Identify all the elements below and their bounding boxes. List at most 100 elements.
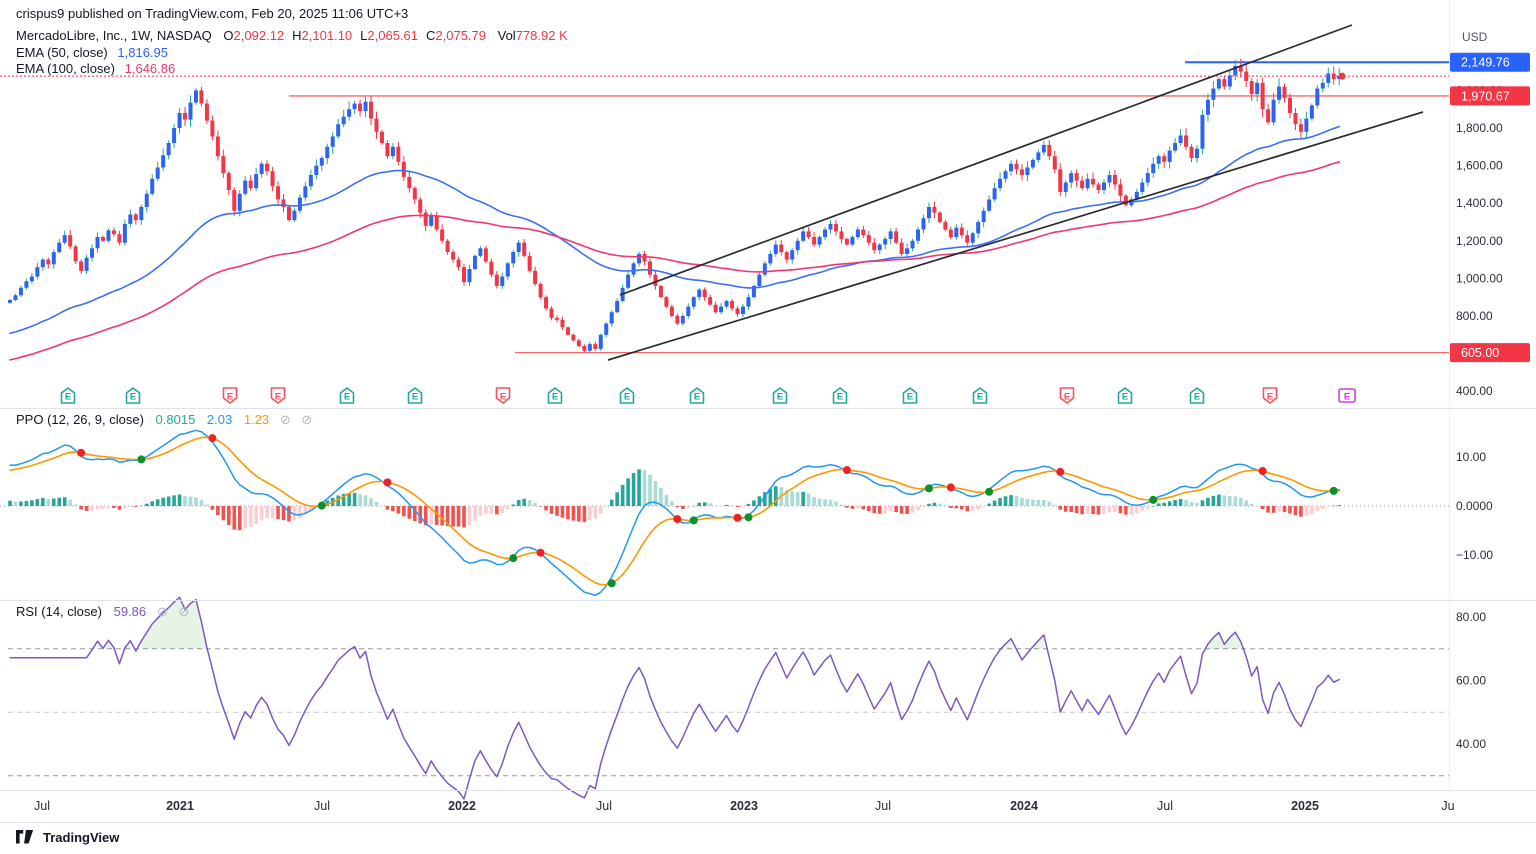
trendline-channel-upper[interactable] bbox=[619, 24, 1353, 296]
rsi-legend[interactable]: RSI (14, close) 59.86 ⊘ ⊘ bbox=[16, 604, 189, 620]
earnings-badge-letter: E bbox=[1267, 392, 1273, 403]
earnings-badge-letter: E bbox=[694, 392, 700, 403]
price-axis-badge[interactable] bbox=[1450, 86, 1530, 106]
earnings-badge-letter: E bbox=[412, 392, 418, 403]
earnings-badge-icon[interactable] bbox=[689, 387, 705, 404]
ema50-legend[interactable]: EMA (50, close) 1,816.95 bbox=[16, 45, 168, 60]
earnings-badge-icon[interactable] bbox=[772, 387, 788, 404]
price-tick: 400.00 bbox=[1456, 384, 1493, 398]
rsi-tick: 80.00 bbox=[1456, 610, 1486, 624]
price-axis-badge-label: 605.00 bbox=[1461, 346, 1499, 360]
ema50-line[interactable] bbox=[9, 125, 1341, 335]
time-axis-label: Jul bbox=[314, 799, 330, 813]
earnings-badge-icon[interactable] bbox=[339, 387, 355, 404]
earnings-badge-letter: E bbox=[227, 392, 233, 403]
earnings-badge-letter: E bbox=[344, 392, 350, 403]
earnings-badge-icon[interactable] bbox=[1059, 387, 1075, 404]
price-tick: 1,800.00 bbox=[1456, 121, 1503, 135]
price-axis-badge[interactable] bbox=[1450, 343, 1530, 363]
ppo-bullish-cross-dot bbox=[607, 579, 616, 588]
earnings-badge-icon[interactable] bbox=[407, 387, 423, 404]
ema100-line[interactable] bbox=[9, 161, 1341, 361]
time-axis-label: 2023 bbox=[730, 799, 758, 813]
ohlc-value: 2,075.79 bbox=[435, 28, 486, 43]
time-axis-label: Jul bbox=[34, 799, 50, 813]
price-axis-panel[interactable] bbox=[1449, 0, 1536, 790]
ppo-bearish-cross-dot bbox=[208, 434, 217, 443]
ohlc-label: C bbox=[426, 28, 436, 43]
visibility-ghost-icon[interactable]: ⊘ bbox=[156, 604, 168, 619]
earnings-badge-icon[interactable] bbox=[222, 387, 238, 404]
time-axis-label: Jul bbox=[596, 799, 612, 813]
ppo-title: PPO (12, 26, 9, close) bbox=[16, 412, 144, 427]
earnings-badge-letter: E bbox=[275, 392, 281, 403]
rsi-line[interactable] bbox=[9, 596, 1340, 800]
time-axis-label: Ju bbox=[1441, 799, 1454, 813]
trendline-channel-lower[interactable] bbox=[607, 111, 1424, 361]
earnings-badge-icon[interactable] bbox=[1189, 387, 1205, 404]
earnings-badge-letter: E bbox=[65, 392, 71, 403]
visibility-ghost-icon[interactable]: ⊘ bbox=[301, 412, 313, 427]
ppo-bullish-cross-dot bbox=[1329, 486, 1338, 495]
ppo-signal-line[interactable] bbox=[9, 436, 1341, 586]
symbol-legend: MercadoLibre, Inc., 1W, NASDAQ O2,092.12… bbox=[16, 28, 568, 43]
rsi-value: 59.86 bbox=[113, 604, 147, 619]
ppo-bearish-cross-dot bbox=[1056, 467, 1065, 476]
ema50-label: EMA (50, close) bbox=[16, 45, 108, 60]
ema100-legend[interactable]: EMA (100, close) 1,646.86 bbox=[16, 61, 175, 76]
earnings-badge-letter: E bbox=[1194, 392, 1200, 403]
ppo-line[interactable] bbox=[9, 429, 1340, 597]
ohlc-value: 2,101.10 bbox=[301, 28, 353, 43]
time-axis-label: 2021 bbox=[166, 799, 194, 813]
earnings-badge-icon[interactable] bbox=[1338, 388, 1356, 403]
price-tick: 1,000.00 bbox=[1456, 271, 1503, 285]
price-axis-badge[interactable] bbox=[1450, 52, 1530, 72]
earnings-badge-icon[interactable] bbox=[832, 387, 848, 404]
tradingview-attribution[interactable]: TradingView bbox=[16, 830, 119, 845]
earnings-badge-letter: E bbox=[907, 392, 913, 403]
ppo-bullish-cross-dot bbox=[317, 501, 326, 510]
time-axis-label: 2022 bbox=[448, 799, 476, 813]
visibility-ghost-icon[interactable]: ⊘ bbox=[279, 412, 291, 427]
price-tick: 800.00 bbox=[1456, 309, 1493, 323]
ppo-bullish-cross-dot bbox=[924, 484, 933, 493]
earnings-badge-letter: E bbox=[977, 392, 983, 403]
earnings-badge-icon[interactable] bbox=[270, 387, 286, 404]
ppo-bearish-cross-dot bbox=[1258, 467, 1267, 476]
ppo-bearish-cross-dot bbox=[383, 478, 392, 487]
ppo-bullish-cross-dot bbox=[689, 516, 698, 525]
earnings-badge-letter: E bbox=[777, 392, 783, 403]
ppo-legend[interactable]: PPO (12, 26, 9, close) 0.8015 2.03 1.23 … bbox=[16, 412, 312, 428]
symbol-title[interactable]: MercadoLibre, Inc., 1W, NASDAQ bbox=[16, 28, 212, 43]
earnings-badge-icon[interactable] bbox=[902, 387, 918, 404]
rsi-overbought-fill bbox=[141, 597, 207, 649]
volume-value: 778.92 K bbox=[515, 28, 568, 43]
ppo-signal-value: 1.23 bbox=[243, 412, 270, 427]
ppo-bullish-cross-dot bbox=[509, 554, 518, 563]
price-tick: 1,400.00 bbox=[1456, 196, 1503, 210]
time-axis-label: Jul bbox=[1157, 799, 1173, 813]
ohlc-label: L bbox=[360, 28, 368, 43]
ppo-line-value: 2.03 bbox=[206, 412, 233, 427]
price-tick: 1,600.00 bbox=[1456, 159, 1503, 173]
earnings-badge-icon[interactable] bbox=[1117, 387, 1133, 404]
earnings-badge-icon[interactable] bbox=[495, 387, 511, 404]
earnings-badge-icon[interactable] bbox=[972, 387, 988, 404]
time-axis-label: 2025 bbox=[1291, 799, 1319, 813]
earnings-badge-icon[interactable] bbox=[60, 387, 76, 404]
earnings-badge-icon[interactable] bbox=[619, 387, 635, 404]
visibility-ghost-icon[interactable]: ⊘ bbox=[178, 604, 190, 619]
earnings-badge-letter: E bbox=[500, 392, 506, 403]
publisher-line: crispus9 published on TradingView.com, F… bbox=[16, 6, 409, 21]
earnings-badge-icon[interactable] bbox=[125, 387, 141, 404]
earnings-badge-icon[interactable] bbox=[547, 387, 563, 404]
earnings-badge-icon[interactable] bbox=[1262, 387, 1278, 404]
currency-label: USD bbox=[1462, 30, 1488, 44]
earnings-badge-letter: E bbox=[1122, 392, 1128, 403]
volume-label: Vol bbox=[497, 28, 516, 43]
earnings-badge-letter: E bbox=[624, 392, 630, 403]
ppo-hist-value: 0.8015 bbox=[155, 412, 196, 427]
